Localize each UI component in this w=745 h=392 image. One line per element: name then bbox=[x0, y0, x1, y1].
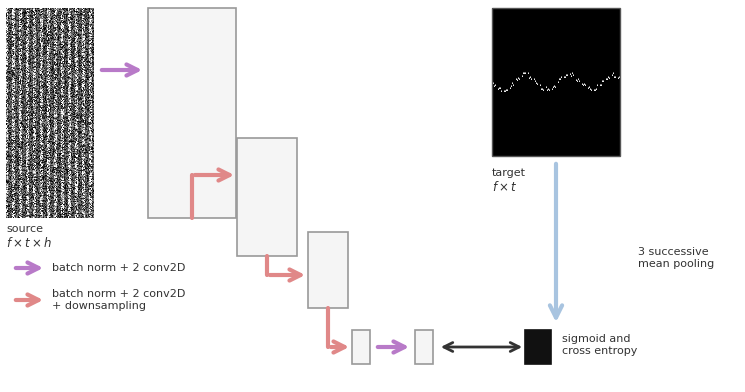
Text: $f \times t \times h$: $f \times t \times h$ bbox=[6, 236, 52, 250]
Bar bbox=[525, 330, 551, 364]
Bar bbox=[308, 232, 348, 308]
Bar bbox=[237, 138, 297, 256]
Text: $f \times t$: $f \times t$ bbox=[492, 180, 518, 194]
Text: batch norm + 2 conv2D: batch norm + 2 conv2D bbox=[52, 263, 186, 273]
Text: source: source bbox=[6, 224, 43, 234]
Text: target: target bbox=[492, 168, 526, 178]
Text: 3 successive
mean pooling: 3 successive mean pooling bbox=[638, 247, 714, 269]
Bar bbox=[492, 8, 620, 156]
Bar bbox=[352, 330, 370, 364]
Bar bbox=[148, 8, 236, 218]
Bar bbox=[415, 330, 433, 364]
Text: sigmoid and
cross entropy: sigmoid and cross entropy bbox=[562, 334, 638, 356]
Text: batch norm + 2 conv2D
+ downsampling: batch norm + 2 conv2D + downsampling bbox=[52, 289, 186, 311]
